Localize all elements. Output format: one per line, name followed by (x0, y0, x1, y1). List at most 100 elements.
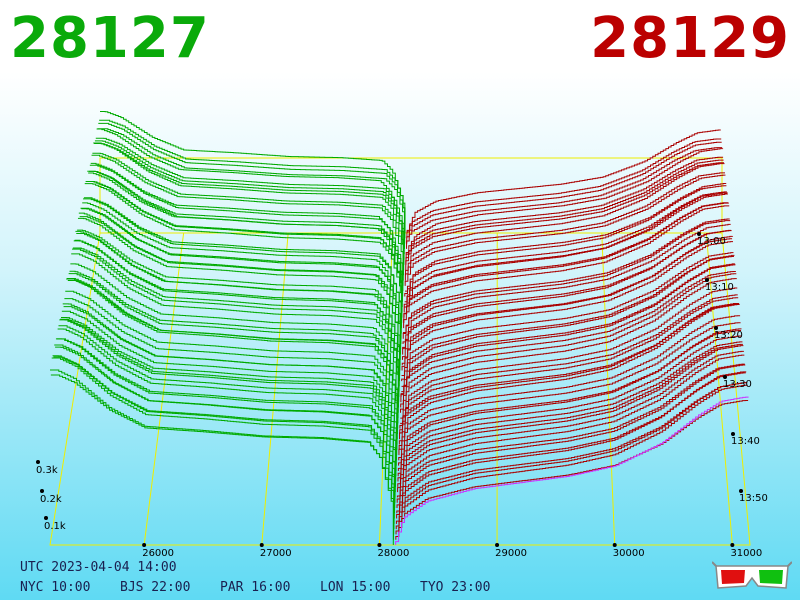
bid-depth-line (55, 346, 395, 514)
bid-depth-line (80, 207, 401, 355)
ask-depth-line (398, 304, 740, 445)
x-tick-label: 30000 (613, 548, 645, 559)
bid-depth-line (78, 212, 401, 366)
ask-depth-line (404, 185, 727, 297)
ask-depth-line (397, 345, 744, 487)
ask-depth-line (400, 287, 738, 419)
x-tick-mark (730, 543, 735, 547)
bid-depth-line (75, 230, 400, 387)
grid-line-x (143, 232, 185, 546)
x-tick-mark (612, 543, 617, 547)
ask-depth-line (405, 156, 724, 260)
bid-depth-line (94, 140, 405, 265)
ask-depth-line (404, 172, 725, 281)
x-tick-mark (377, 543, 382, 547)
bid-depth-line (83, 198, 402, 339)
z-tick-mark (36, 460, 40, 464)
time-tick-mark (705, 278, 709, 282)
time-tick-mark (731, 432, 735, 436)
bid-depth-line (50, 374, 394, 540)
bid-depth-line (72, 247, 400, 403)
bid-depth-line (82, 202, 402, 345)
time-tick-mark (723, 375, 727, 379)
time-tick-label: 13:00 (697, 236, 726, 247)
bid-depth-line (96, 128, 405, 255)
bid-depth-line (87, 170, 403, 313)
tz-tyo: TYO 23:00 (420, 580, 491, 595)
ask-depth-line (395, 399, 749, 540)
time-tick-mark (697, 232, 701, 236)
time-tick-label: 13:10 (705, 282, 734, 293)
bid-depth-line (93, 142, 404, 276)
ask-depth-line (404, 193, 728, 308)
bid-depth-line (94, 143, 405, 271)
x-tick-mark (259, 543, 264, 547)
bid-depth-line (91, 154, 404, 286)
bid-depth-line (99, 119, 406, 239)
ask-depth-line (406, 147, 723, 249)
bid-depth-line (62, 303, 397, 466)
bid-depth-line (69, 270, 399, 424)
ask-depth-line (402, 223, 731, 345)
time-tick-label: 13:40 (731, 436, 760, 447)
ask-depth-line (397, 350, 744, 493)
ask-depth-line (401, 252, 734, 376)
bid-depth-line (77, 229, 401, 376)
tz-lon: LON 15:00 (320, 580, 391, 595)
ask-depth-line (397, 335, 742, 471)
bid-depth-line (52, 355, 395, 530)
bid-depth-line (90, 162, 404, 292)
bid-depth-line (86, 180, 403, 318)
time-tick-label: 13:30 (723, 379, 752, 390)
time-tick-mark (739, 489, 743, 493)
bid-depth-line (66, 278, 398, 445)
bid-depth-line (74, 239, 400, 392)
x-tick-mark (495, 543, 500, 547)
bid-depth-line (58, 325, 396, 493)
bid-depth-line (77, 217, 401, 371)
x-tick-mark (142, 543, 147, 547)
ask-depth-line (398, 322, 741, 456)
z-tick-mark (40, 489, 44, 493)
bid-depth-line (100, 110, 406, 233)
bid-depth-line (84, 183, 402, 329)
bid-depth-line (65, 290, 398, 450)
ask-depth-line (403, 202, 729, 323)
3d-glasses-icon[interactable] (712, 560, 792, 594)
bid-depth-line (89, 164, 404, 297)
z-tick-mark (44, 516, 48, 520)
bid-depth-line (60, 318, 397, 482)
bid-depth-line (51, 357, 395, 535)
grid-line-x (601, 232, 616, 546)
ask-depth-line (396, 371, 747, 519)
depth-axis: 0.1k 0.2k 0.3k (36, 460, 66, 532)
time-axis: 13:00 13:10 13:20 13:30 13:40 13:50 (697, 232, 768, 504)
z-tick-label: 0.1k (44, 521, 66, 532)
ask-depth-line (401, 263, 736, 393)
tz-par: PAR 16:00 (220, 580, 291, 595)
ask-depth-line (406, 141, 722, 244)
bid-depth-line (85, 181, 403, 323)
grid-line-x (705, 232, 733, 546)
bid-depth-line (73, 240, 400, 397)
time-tick-mark (714, 326, 718, 330)
ask-depth-line (396, 364, 746, 508)
ask-depth-line (402, 220, 731, 339)
ask-depth-line (398, 328, 742, 466)
ask-depth-line (401, 241, 734, 371)
bid-depth-line (95, 137, 405, 260)
time-tick-label: 13:50 (739, 493, 768, 504)
x-tick-label: 26000 (142, 548, 174, 559)
ask-depth-line (395, 384, 748, 535)
bid-depth-line (72, 248, 399, 408)
ask-depth-line (404, 183, 727, 292)
bid-depth-line (50, 369, 394, 545)
ask-depth-line (403, 192, 728, 313)
bid-depth-line (59, 319, 396, 487)
bid-depth-line (98, 122, 406, 244)
bid-depth-line (71, 253, 399, 413)
x-tick-label: 29000 (495, 548, 527, 559)
price-axis: 26000 27000 28000 29000 30000 31000 (142, 543, 762, 559)
ask-depth-line (398, 315, 741, 450)
bid-depth-line (54, 344, 395, 519)
